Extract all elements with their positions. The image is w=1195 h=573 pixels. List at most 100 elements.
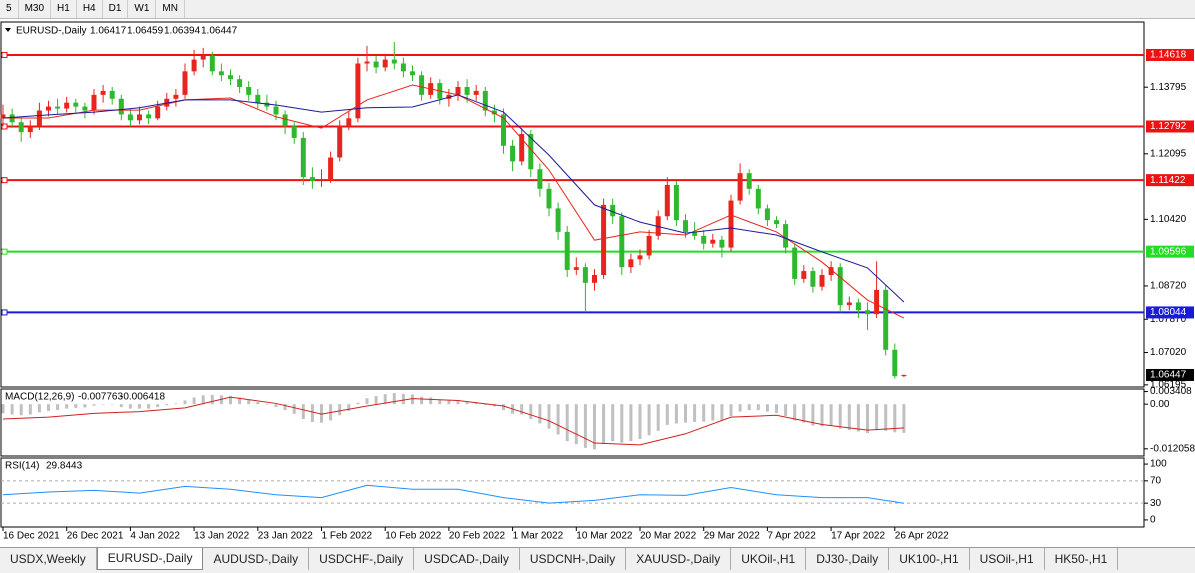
candle-body <box>664 184 670 217</box>
macd-bar <box>465 401 469 405</box>
candle-body <box>737 173 743 201</box>
candle-body <box>528 134 534 170</box>
macd-bar <box>574 404 578 445</box>
candle-body <box>491 110 497 115</box>
chart: 1.13795 1.12095 1.10420 1.08720 1.07870 1.070… <box>0 21 1195 542</box>
chart-tab[interactable]: USDCAD-,Daily <box>414 548 520 570</box>
macd-bar <box>28 404 32 415</box>
level-label: 1.12792 <box>1150 121 1187 132</box>
timeframe-button[interactable]: H1 <box>51 0 77 18</box>
x-tick-label: 20 Mar 2022 <box>640 531 697 542</box>
ohlc-value: 1.06417 <box>90 26 127 37</box>
candle-body <box>637 255 643 260</box>
candle-body <box>628 259 634 268</box>
macd-bar <box>711 404 715 421</box>
level-handle <box>1 123 8 130</box>
candle-body <box>792 247 798 279</box>
macd-bar <box>429 397 433 405</box>
chart-tab[interactable]: UKOil-,H1 <box>731 548 807 570</box>
y-tick-label: 1.06195 <box>1150 379 1187 390</box>
macd-bar <box>483 404 487 405</box>
candle-body <box>264 102 270 107</box>
timeframe-button[interactable]: H4 <box>77 0 103 18</box>
macd-bar <box>547 404 551 429</box>
candle-body <box>519 134 525 162</box>
x-tick-label: 4 Jan 2022 <box>130 531 180 542</box>
chart-tab[interactable]: XAUUSD-,Daily <box>626 548 732 570</box>
timeframe-button[interactable]: 5 <box>0 0 19 18</box>
macd-bar <box>729 404 733 417</box>
x-tick-label: 29 Mar 2022 <box>704 531 761 542</box>
macd-bar <box>256 401 260 405</box>
x-tick-label: 20 Feb 2022 <box>449 531 506 542</box>
candle-body <box>473 90 479 95</box>
candle-body <box>337 126 343 158</box>
candle-body <box>0 114 6 119</box>
y-tick-label: 1.08720 <box>1150 281 1187 292</box>
chart-tab[interactable]: USOil-,H1 <box>970 548 1045 570</box>
candle-body <box>783 224 789 248</box>
candle-body <box>82 106 88 111</box>
level-label: 1.09596 <box>1150 246 1187 257</box>
rsi-line <box>2 484 904 504</box>
indicator-title: RSI(14) <box>5 461 39 472</box>
candle-body <box>91 94 97 111</box>
macd-bar <box>438 399 442 405</box>
macd-bar <box>174 403 178 405</box>
chart-tab[interactable]: AUDUSD-,Daily <box>203 548 310 570</box>
chart-tab[interactable]: USDCHF-,Daily <box>309 548 415 570</box>
candle-body <box>209 55 215 72</box>
candle-body <box>728 200 734 248</box>
macd-bar <box>456 400 460 405</box>
macd-bar <box>301 404 305 419</box>
candle-body <box>801 271 807 279</box>
level-handle <box>1 177 8 184</box>
macd-bar <box>210 394 214 405</box>
macd-bar <box>520 404 524 415</box>
candle-body <box>246 87 252 95</box>
candle-body <box>191 59 197 72</box>
candle-body <box>901 374 907 377</box>
candle-body <box>146 114 152 119</box>
macd-bar <box>875 404 879 431</box>
candle-body <box>319 179 324 182</box>
candle-body <box>546 188 552 209</box>
macd-bar <box>119 404 123 408</box>
macd-bar <box>420 396 424 405</box>
x-tick-label: 1 Mar 2022 <box>513 531 564 542</box>
chart-tab[interactable]: DJ30-,Daily <box>806 548 890 570</box>
macd-bar <box>693 404 697 422</box>
macd-bar <box>474 402 478 405</box>
timeframe-button[interactable]: MN <box>156 0 185 18</box>
macd-bar <box>502 404 505 411</box>
chart-tab[interactable]: HK50-,H1 <box>1045 548 1119 570</box>
candle-body <box>619 216 625 268</box>
timeframe-button[interactable]: W1 <box>128 0 157 18</box>
macd-bar <box>593 404 596 450</box>
candle-body <box>819 274 825 287</box>
level-label-box <box>1146 120 1194 133</box>
candle-body <box>692 231 698 236</box>
level-handle <box>1 51 8 58</box>
candle-body <box>382 59 388 68</box>
candle-body <box>27 126 33 133</box>
chart-tab[interactable]: USDCNH-,Daily <box>520 548 627 570</box>
x-tick-label: 23 Jan 2022 <box>258 531 313 542</box>
indicator-title: MACD(12,26,9) <box>5 392 74 403</box>
chart-tab[interactable]: UK100-,H1 <box>889 548 970 570</box>
chart-tab[interactable]: USDX,Weekly <box>0 548 97 570</box>
macd-bar <box>629 404 633 442</box>
macd-signal <box>2 396 904 446</box>
candle-body <box>855 302 861 311</box>
macd-bar <box>765 404 769 412</box>
macd-bar <box>784 404 788 417</box>
macd-bar <box>338 404 342 416</box>
macd-bar <box>602 404 606 445</box>
timeframe-button[interactable]: M30 <box>19 0 52 18</box>
chart-tab[interactable]: EURUSD-,Daily <box>96 548 204 570</box>
candle-body <box>646 235 652 256</box>
timeframe-button[interactable]: D1 <box>103 0 129 18</box>
current-price-label: 1.06447 <box>1150 370 1187 381</box>
candle-body <box>710 239 716 244</box>
